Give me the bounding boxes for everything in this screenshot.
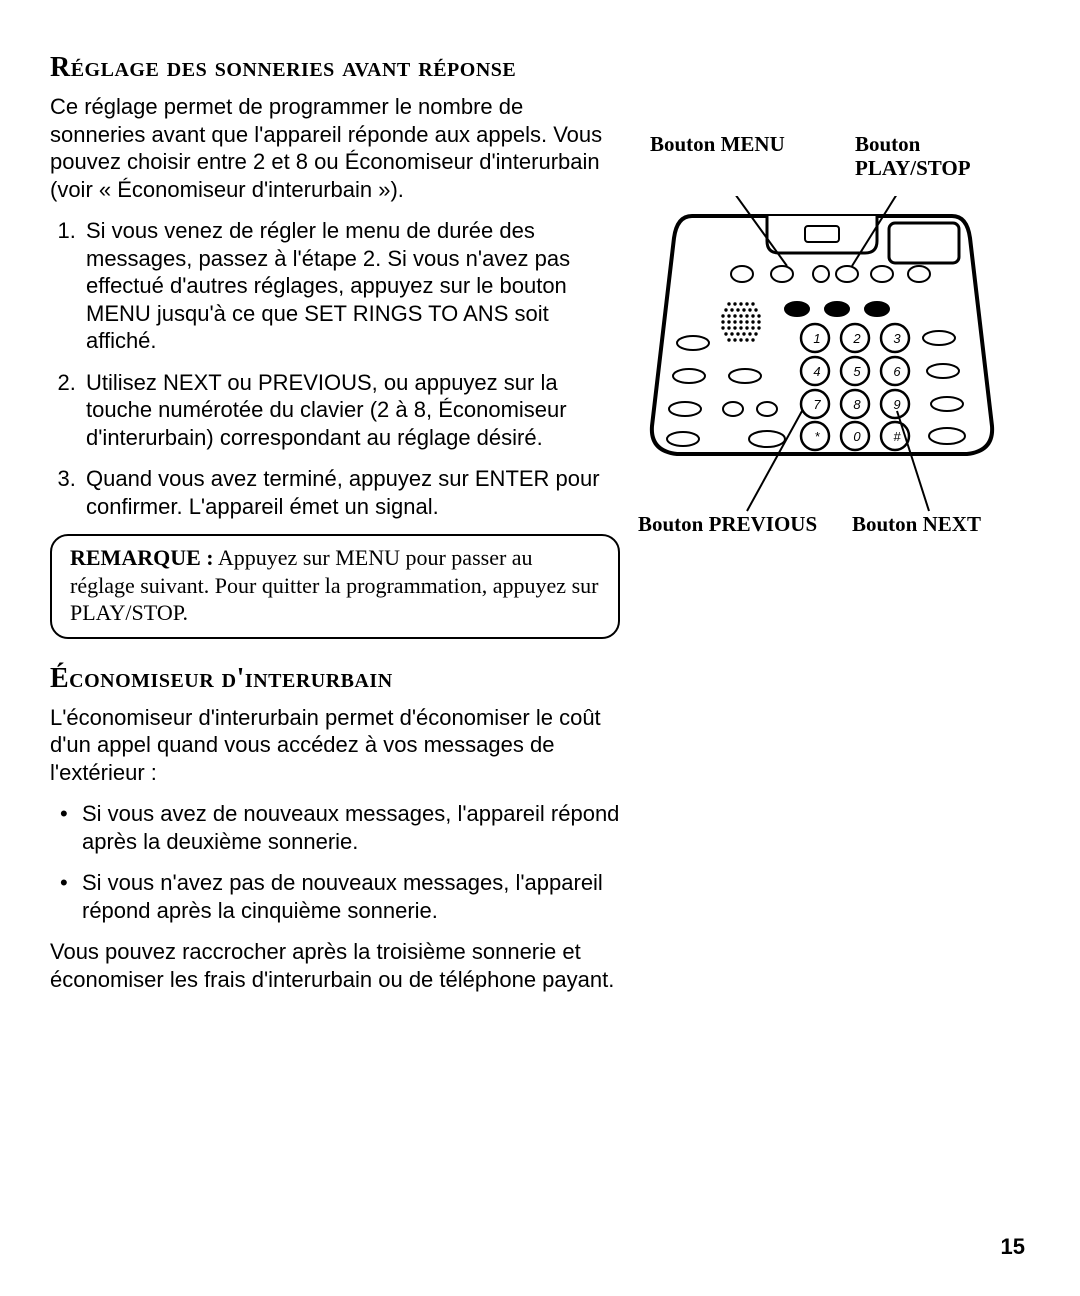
section1-title: Réglage des sonneries avant réponse [50, 50, 620, 85]
section2-bullets: Si vous avez de nouveaux messages, l'app… [50, 800, 620, 924]
step-3: Quand vous avez terminé, appuyez sur ENT… [82, 465, 620, 520]
svg-text:6: 6 [893, 364, 901, 379]
svg-text:1: 1 [813, 331, 820, 346]
phone-diagram: 123 456 789 *0# [637, 196, 1007, 526]
section1-intro: Ce réglage permet de programmer le nombr… [50, 93, 620, 203]
callout-menu: Bouton MENU [650, 132, 785, 156]
bullet-2: Si vous n'avez pas de nouveaux messages,… [82, 869, 620, 924]
bullet-1: Si vous avez de nouveaux messages, l'app… [82, 800, 620, 855]
section2-outro: Vous pouvez raccrocher après la troisièm… [50, 938, 620, 993]
svg-text:7: 7 [813, 397, 821, 412]
step-2: Utilisez NEXT ou PREVIOUS, ou appuyez su… [82, 369, 620, 452]
svg-text:8: 8 [853, 397, 861, 412]
callout-previous: Bouton PREVIOUS [638, 512, 817, 536]
main-text-column: Réglage des sonneries avant réponse Ce r… [50, 50, 620, 1007]
svg-text:#: # [893, 429, 901, 444]
svg-text:0: 0 [853, 429, 861, 444]
section2-title: Économiseur d'interurbain [50, 661, 620, 696]
step-1: Si vous venez de régler le menu de durée… [82, 217, 620, 355]
page-number: 15 [1001, 1234, 1025, 1260]
note-box: REMARQUE : Appuyez sur MENU pour passer … [50, 534, 620, 639]
svg-text:3: 3 [893, 331, 901, 346]
svg-text:2: 2 [852, 331, 861, 346]
callout-next: Bouton NEXT [852, 512, 981, 536]
section2-intro: L'économiseur d'interurbain permet d'éco… [50, 704, 620, 787]
callout-playstop: Bouton PLAY/STOP [855, 132, 1005, 180]
svg-text:5: 5 [853, 364, 861, 379]
svg-text:4: 4 [813, 364, 820, 379]
note-label: REMARQUE : [70, 545, 214, 570]
section1-steps: Si vous venez de régler le menu de durée… [50, 217, 620, 520]
svg-text:9: 9 [893, 397, 900, 412]
